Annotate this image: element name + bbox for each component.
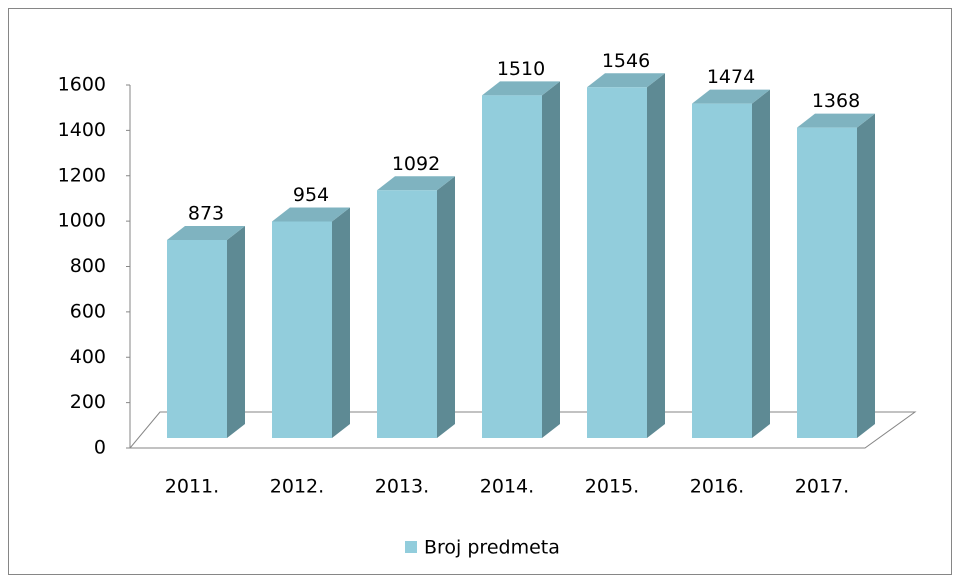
bar-front [167,239,227,438]
bar-side [542,81,560,438]
legend-swatch [405,541,417,553]
bar [377,176,455,438]
chart-border [8,8,952,575]
bar-top [587,73,665,88]
bar [167,225,245,438]
y-tick-label: 0 [94,437,106,459]
bar-side [647,73,665,438]
y-tick-label: 600 [70,300,106,322]
data-label: 954 [293,184,329,206]
y-tick-label: 1000 [58,210,106,232]
bar [692,89,770,439]
bar-side [437,176,455,438]
bar-top [272,207,350,222]
bar-front [692,103,752,439]
x-tick-label: 2011. [165,476,219,498]
bar-top [377,176,455,191]
y-tick-label: 200 [70,391,106,413]
bar-front [377,190,437,438]
bar-top [797,113,875,128]
bar-top [482,81,560,96]
bar-side [752,89,770,439]
bar-front [797,127,857,438]
data-label: 1474 [707,66,755,88]
x-tick-label: 2014. [480,476,534,498]
y-tick-label: 800 [70,255,106,277]
bar-side [332,207,350,438]
bar-top [167,225,245,240]
bar-front [272,221,332,438]
x-tick-label: 2017. [795,476,849,498]
y-tick-label: 1200 [58,164,106,186]
bar-front [587,87,647,438]
x-tick-label: 2013. [375,476,429,498]
bar-side [857,113,875,438]
data-label: 1368 [812,90,860,112]
y-tick-label: 400 [70,346,106,368]
legend-label: Broj predmeta [424,537,560,559]
bar [272,207,350,438]
y-tick-label: 1400 [58,119,106,141]
bar [797,113,875,438]
bar-front [482,95,542,438]
x-tick-label: 2015. [585,476,639,498]
y-tick-label: 1600 [58,74,106,96]
data-label: 873 [188,202,224,224]
bar [482,81,560,438]
bar-top [692,89,770,104]
x-tick-label: 2016. [690,476,744,498]
data-label: 1510 [497,58,545,80]
data-label: 1546 [602,50,650,72]
bar [587,73,665,438]
bar-side [227,225,245,438]
data-label: 1092 [392,153,440,175]
x-tick-label: 2012. [270,476,324,498]
